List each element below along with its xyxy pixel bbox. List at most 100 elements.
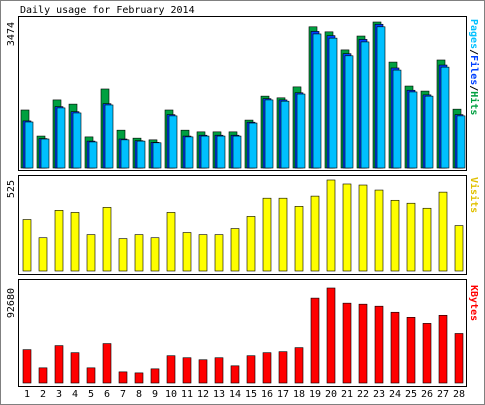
x-tick-label: 14 <box>229 389 241 400</box>
x-tick-label: 8 <box>136 389 142 400</box>
bar <box>182 232 192 272</box>
bar <box>230 228 240 272</box>
bar <box>278 351 288 384</box>
y-tick-label: 525 <box>6 180 17 198</box>
bar <box>150 368 160 384</box>
bar <box>72 112 82 169</box>
bar <box>70 212 80 272</box>
bar <box>440 66 450 169</box>
bar <box>198 359 208 384</box>
bar <box>118 238 128 272</box>
x-tick-label: 11 <box>181 389 193 400</box>
bar <box>88 141 98 169</box>
bar <box>168 115 178 169</box>
bar <box>408 91 418 169</box>
bar <box>152 142 162 169</box>
legend-entry: KBytes <box>468 285 479 321</box>
bar <box>406 202 416 272</box>
bar <box>24 121 34 169</box>
legend-entry: Hits <box>468 91 480 115</box>
x-tick-label: 26 <box>421 389 433 400</box>
x-tick-label: 3 <box>56 389 62 400</box>
legend-entry: Pages <box>468 19 479 49</box>
bar <box>328 37 338 169</box>
bar <box>166 355 176 384</box>
bar <box>262 197 272 272</box>
bar <box>182 357 192 384</box>
legend: Visits <box>468 177 480 213</box>
bar <box>454 225 464 272</box>
bar <box>438 314 448 384</box>
bar <box>40 138 50 169</box>
bar <box>342 183 352 272</box>
x-tick-label: 10 <box>165 389 177 400</box>
bar <box>456 115 466 169</box>
bar <box>422 207 432 272</box>
y-tick-label: 92680 <box>6 288 17 318</box>
bar <box>390 311 400 384</box>
bar <box>326 287 336 384</box>
chart-title: Daily usage for February 2014 <box>20 5 195 16</box>
x-tick-label: 12 <box>197 389 209 400</box>
bar <box>326 179 336 272</box>
bar <box>294 206 304 272</box>
bar <box>198 234 208 272</box>
bar <box>390 199 400 272</box>
bar <box>294 347 304 384</box>
x-tick-label: 18 <box>293 389 305 400</box>
bar <box>86 367 96 384</box>
bar <box>102 207 112 272</box>
bar <box>22 349 32 384</box>
x-tick-label: 15 <box>245 389 257 400</box>
bar <box>374 189 384 272</box>
x-tick-label: 1 <box>24 389 30 400</box>
bar <box>214 357 224 384</box>
x-tick-label: 25 <box>405 389 417 400</box>
bar <box>342 302 352 384</box>
bar <box>216 135 226 169</box>
bar <box>120 139 130 169</box>
bar <box>296 93 306 169</box>
x-tick-label: 2 <box>40 389 46 400</box>
bar <box>104 104 114 169</box>
bar <box>136 140 146 169</box>
legend: Pages/Files/Hits <box>468 19 480 115</box>
bar <box>248 122 258 169</box>
bar <box>166 212 176 272</box>
legend: KBytes <box>468 285 479 321</box>
y-tick-label: 3474 <box>6 22 17 46</box>
x-tick-label: 21 <box>341 389 353 400</box>
bar <box>280 100 290 169</box>
legend-entry: Files <box>468 55 480 85</box>
x-tick-label: 23 <box>373 389 385 400</box>
x-tick-label: 19 <box>309 389 321 400</box>
bar <box>310 195 320 272</box>
bar <box>102 343 112 384</box>
bar <box>406 317 416 384</box>
bar <box>214 234 224 272</box>
x-tick-label: 5 <box>88 389 94 400</box>
bar <box>118 371 128 384</box>
bar <box>344 55 354 169</box>
bar <box>56 107 66 169</box>
bar <box>424 95 434 169</box>
bar <box>232 135 242 169</box>
bar <box>374 305 384 384</box>
bar <box>422 323 432 384</box>
bar <box>262 352 272 384</box>
bar <box>22 219 32 272</box>
x-tick-label: 7 <box>120 389 126 400</box>
bar <box>358 303 368 384</box>
x-tick-label: 6 <box>104 389 110 400</box>
bar <box>134 234 144 272</box>
x-tick-label: 27 <box>437 389 449 400</box>
bar <box>54 210 64 272</box>
bar <box>200 135 210 169</box>
bar <box>230 365 240 384</box>
bar <box>360 41 370 169</box>
x-tick-label: 17 <box>277 389 289 400</box>
bar <box>392 69 402 169</box>
x-tick-label: 4 <box>72 389 78 400</box>
bar <box>70 352 80 384</box>
